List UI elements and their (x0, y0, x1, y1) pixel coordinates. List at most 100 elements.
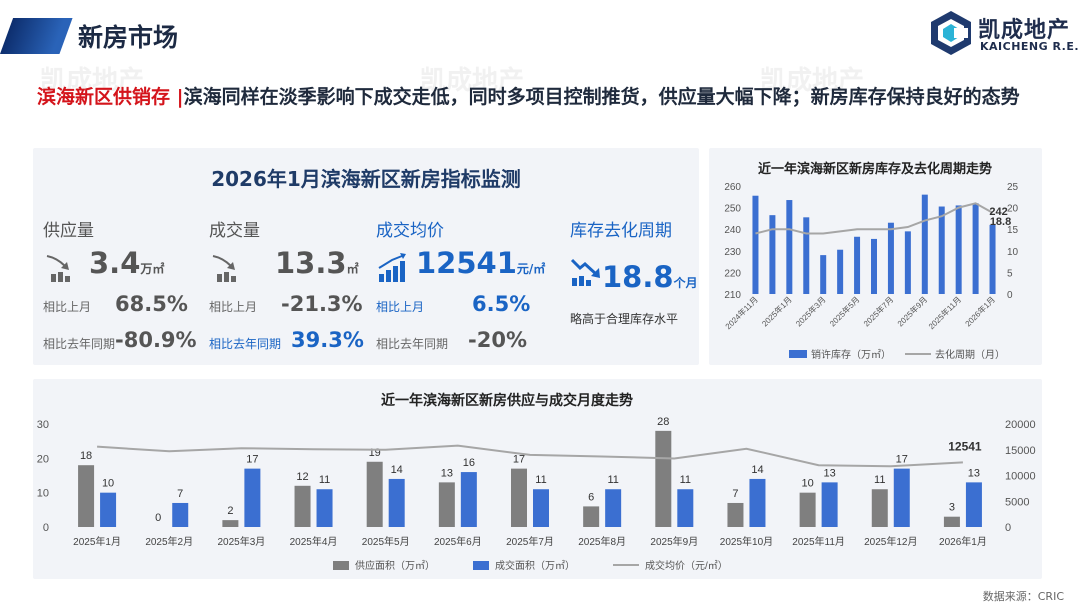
kpi-price: 成交均价 12541元/㎡ 相比上月 6.5% 相比去年同期 -20% (376, 210, 556, 360)
data-label-deal: 11 (535, 474, 546, 486)
y-tick-label-right: 20000 (1005, 419, 1036, 431)
data-label-deal: 17 (246, 454, 258, 466)
bar-deal (749, 478, 766, 527)
data-label-deal: 13 (968, 467, 980, 479)
kpi-cycle-value: 18.8个月 (602, 260, 698, 294)
y-tick-label-left: 260 (724, 182, 741, 193)
bar-deal (100, 492, 117, 527)
legend-label-inventory: 销许库存（万㎡） (811, 348, 891, 361)
trend-down-icon (46, 255, 70, 282)
bar-inventory (989, 224, 996, 294)
bar-deal (244, 468, 261, 527)
y-tick-label-left: 250 (724, 204, 741, 215)
bar-deal (460, 472, 477, 527)
bar-supply (583, 506, 600, 527)
watermark: 凯成地产 (760, 66, 865, 96)
kpi-price-unit: 元/㎡ (516, 262, 546, 276)
bar-inventory (752, 195, 759, 294)
x-tick-label: 2025年6月 (434, 535, 482, 548)
y-tick-label-right: 0 (1007, 290, 1013, 301)
bar-supply (655, 430, 672, 527)
bar-deal (172, 502, 189, 527)
x-tick-label: 2025年3月 (217, 535, 265, 548)
data-label-supply: 12 (296, 471, 308, 483)
bar-supply (799, 492, 816, 527)
kpi-cycle-unit: 个月 (673, 276, 698, 290)
data-source: 数据来源：CRIC (982, 590, 1064, 603)
bar-deal (533, 489, 549, 527)
legend-swatch-supply (333, 561, 349, 570)
x-tick-label: 2025年3月 (793, 294, 827, 328)
x-tick-label: 2025年2月 (145, 535, 193, 548)
data-label-deal: 13 (823, 467, 835, 479)
kpi-supply-value: 3.4万㎡ (89, 246, 164, 280)
x-tick-label: 2025年5月 (827, 294, 861, 328)
y-tick-label-right: 15 (1007, 225, 1019, 236)
logo-text-cn: 凯成地产 (978, 18, 1071, 43)
data-label-deal: 11 (607, 474, 618, 486)
bar-deal (316, 489, 333, 527)
y-tick-label-left: 0 (43, 522, 49, 534)
inventory-cycle-chart: 近一年滨海新区新房库存及去化周期走势 210 220 230 240 250 260 0 5 10… (723, 161, 1019, 361)
x-tick-label: 2025年10月 (720, 535, 773, 548)
y-tick-label-right: 20 (1007, 204, 1019, 215)
kpi-price-yoy: -20% (468, 328, 527, 352)
bar-inventory (972, 203, 979, 294)
y-tick-label-right: 25 (1007, 182, 1019, 193)
legend-label-cycle: 去化周期（月） (935, 348, 1005, 361)
data-label-supply: 10 (801, 478, 813, 490)
x-tick-label: 2025年12月 (864, 535, 917, 548)
headline-separator: | (176, 86, 184, 108)
y-tick-label-left: 230 (724, 247, 741, 258)
x-tick-label: 2025年11月 (792, 535, 845, 548)
x-tick-label: 2025年5月 (362, 535, 410, 548)
kpi-supply: 供应量 3.4万㎡ 相比上月 68.5% 相比去年同期 -80.9% (43, 210, 208, 360)
supply-deal-chart-panel (33, 379, 1042, 579)
bar-inventory (904, 231, 911, 294)
data-label-deal: 11 (680, 474, 691, 486)
bar-inventory (871, 238, 877, 294)
data-label-deal: 14 (391, 464, 403, 476)
kpi-cycle-number: 18.8 (602, 260, 674, 294)
kpi-deal-yoy: 39.3% (291, 328, 364, 352)
kpi-price-number: 12541 (416, 246, 517, 280)
x-tick-label: 2025年7月 (861, 294, 895, 328)
supply-deal-chart: 近一年滨海新区新房供应与成交月度走势0102030050001000015000… (37, 392, 1036, 572)
data-label-supply: 13 (441, 467, 453, 479)
kpi-supply-yoy: -80.9% (115, 328, 197, 352)
x-tick-label: 2025年9月 (650, 535, 698, 548)
data-label-deal: 14 (751, 464, 763, 476)
data-label-deal: 17 (896, 454, 908, 466)
bar-deal (677, 489, 694, 527)
y-tick-label-left: 30 (37, 419, 49, 431)
x-tick-label: 2025年4月 (290, 535, 338, 548)
data-label-deal: 10 (102, 478, 114, 490)
bar-inventory (955, 205, 962, 294)
x-tick-label: 2026年1月 (939, 535, 987, 548)
bar-deal (965, 482, 982, 527)
watermark: 凯成地产 (420, 66, 525, 96)
legend-swatch-deal (473, 561, 489, 570)
kpi-deal-value: 13.3㎡ (275, 246, 359, 280)
data-label-supply: 19 (369, 447, 381, 459)
y-tick-label-right: 15000 (1005, 445, 1036, 457)
bar-inventory (938, 206, 945, 294)
kpi-price-label: 成交均价 (376, 221, 444, 241)
trend-up-icon (378, 253, 406, 282)
page-title: 新房市场 (78, 23, 179, 52)
data-label-supply: 11 (874, 474, 885, 486)
bar-supply (727, 502, 744, 527)
data-label-supply: 0 (155, 512, 161, 524)
y-tick-label-right: 0 (1005, 522, 1011, 534)
x-tick-label: 2025年1月 (73, 535, 121, 548)
headline-highlight: 滨海新区供销存 (37, 86, 171, 108)
headline-text: 滨海同样在淡季影响下成交走低，同时多项目控制推货，供应量大幅下降；新房库存保持良… (183, 86, 1020, 108)
line-cycle (755, 202, 994, 235)
data-label-supply: 3 (949, 502, 955, 514)
data-label-supply: 2 (227, 505, 233, 517)
x-tick-label: 2025年9月 (895, 294, 929, 328)
bar-inventory (769, 215, 776, 294)
bar-deal (605, 489, 622, 527)
kpi-deal: 成交量 13.3㎡ 相比上月 -21.3% 相比去年同期 39.3% (209, 210, 374, 360)
kpi-panel (33, 148, 699, 365)
